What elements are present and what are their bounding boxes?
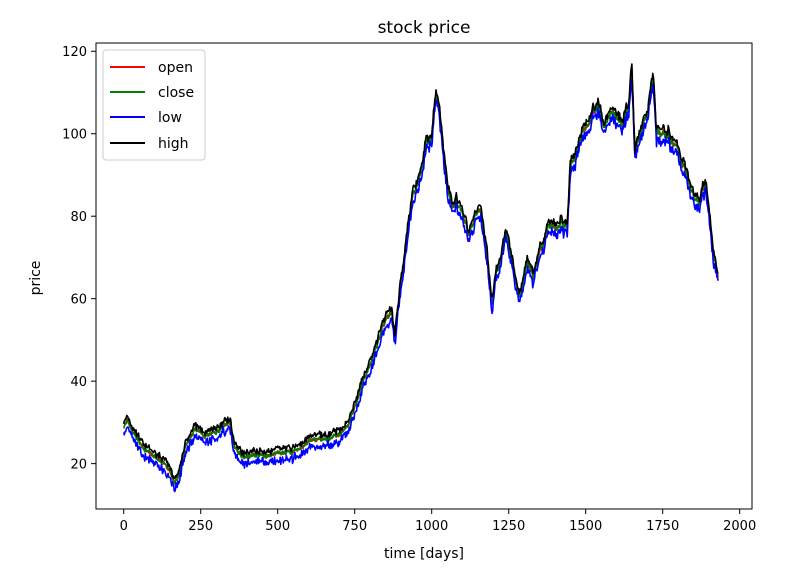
y-tick-label: 40 — [70, 375, 87, 390]
y-tick-label: 120 — [62, 45, 87, 60]
y-axis-ticks: 20 40 60 80 100 120 — [62, 45, 96, 473]
x-tick-label: 1000 — [415, 519, 448, 534]
x-tick-label: 250 — [188, 519, 213, 534]
y-tick-label: 60 — [70, 293, 87, 308]
y-tick-label: 100 — [62, 128, 87, 143]
series-line-low — [122, 78, 719, 493]
plot-frame — [95, 42, 753, 510]
x-tick-label: 1250 — [492, 519, 525, 534]
legend-label-open: open — [158, 60, 193, 76]
legend-label-high: high — [158, 136, 189, 152]
x-tick-label: 750 — [342, 519, 367, 534]
x-axis-label: time [days] — [384, 546, 464, 562]
series-lines — [122, 63, 719, 493]
chart-title: stock price — [378, 18, 471, 38]
legend-label-close: close — [158, 85, 194, 101]
y-tick-label: 80 — [70, 210, 87, 225]
x-tick-label: 1750 — [646, 519, 679, 534]
series-line-close — [122, 69, 719, 484]
x-tick-label: 0 — [120, 519, 128, 534]
legend: open close low high — [102, 49, 206, 161]
series-line-high — [122, 63, 719, 480]
x-axis-ticks: 0 250 500 750 1000 1250 1500 1750 2000 — [120, 509, 756, 534]
x-tick-label: 500 — [265, 519, 290, 534]
legend-label-low: low — [158, 110, 182, 126]
x-tick-label: 1500 — [569, 519, 602, 534]
y-axis-label: price — [28, 261, 44, 296]
x-tick-label: 2000 — [723, 519, 756, 534]
legend-box — [102, 49, 206, 161]
y-tick-label: 20 — [70, 458, 87, 473]
series-line-open — [123, 69, 719, 485]
